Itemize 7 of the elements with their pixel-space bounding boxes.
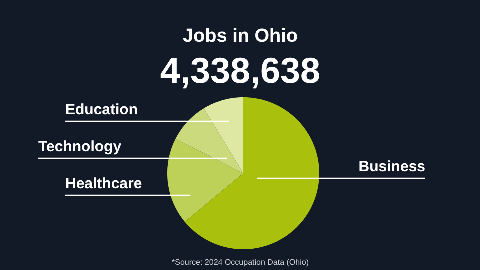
slice-label: Education (66, 102, 138, 118)
text: *Source: 2024 Occupation Data (Ohio) (172, 258, 310, 267)
slice-label: Technology (38, 138, 122, 156)
slice-label: Business (358, 158, 426, 176)
slice-label: Healthcare (66, 176, 142, 192)
chart-subtitle: 4,338,638 (160, 50, 321, 91)
chart-title: Jobs in Ohio (182, 26, 298, 47)
